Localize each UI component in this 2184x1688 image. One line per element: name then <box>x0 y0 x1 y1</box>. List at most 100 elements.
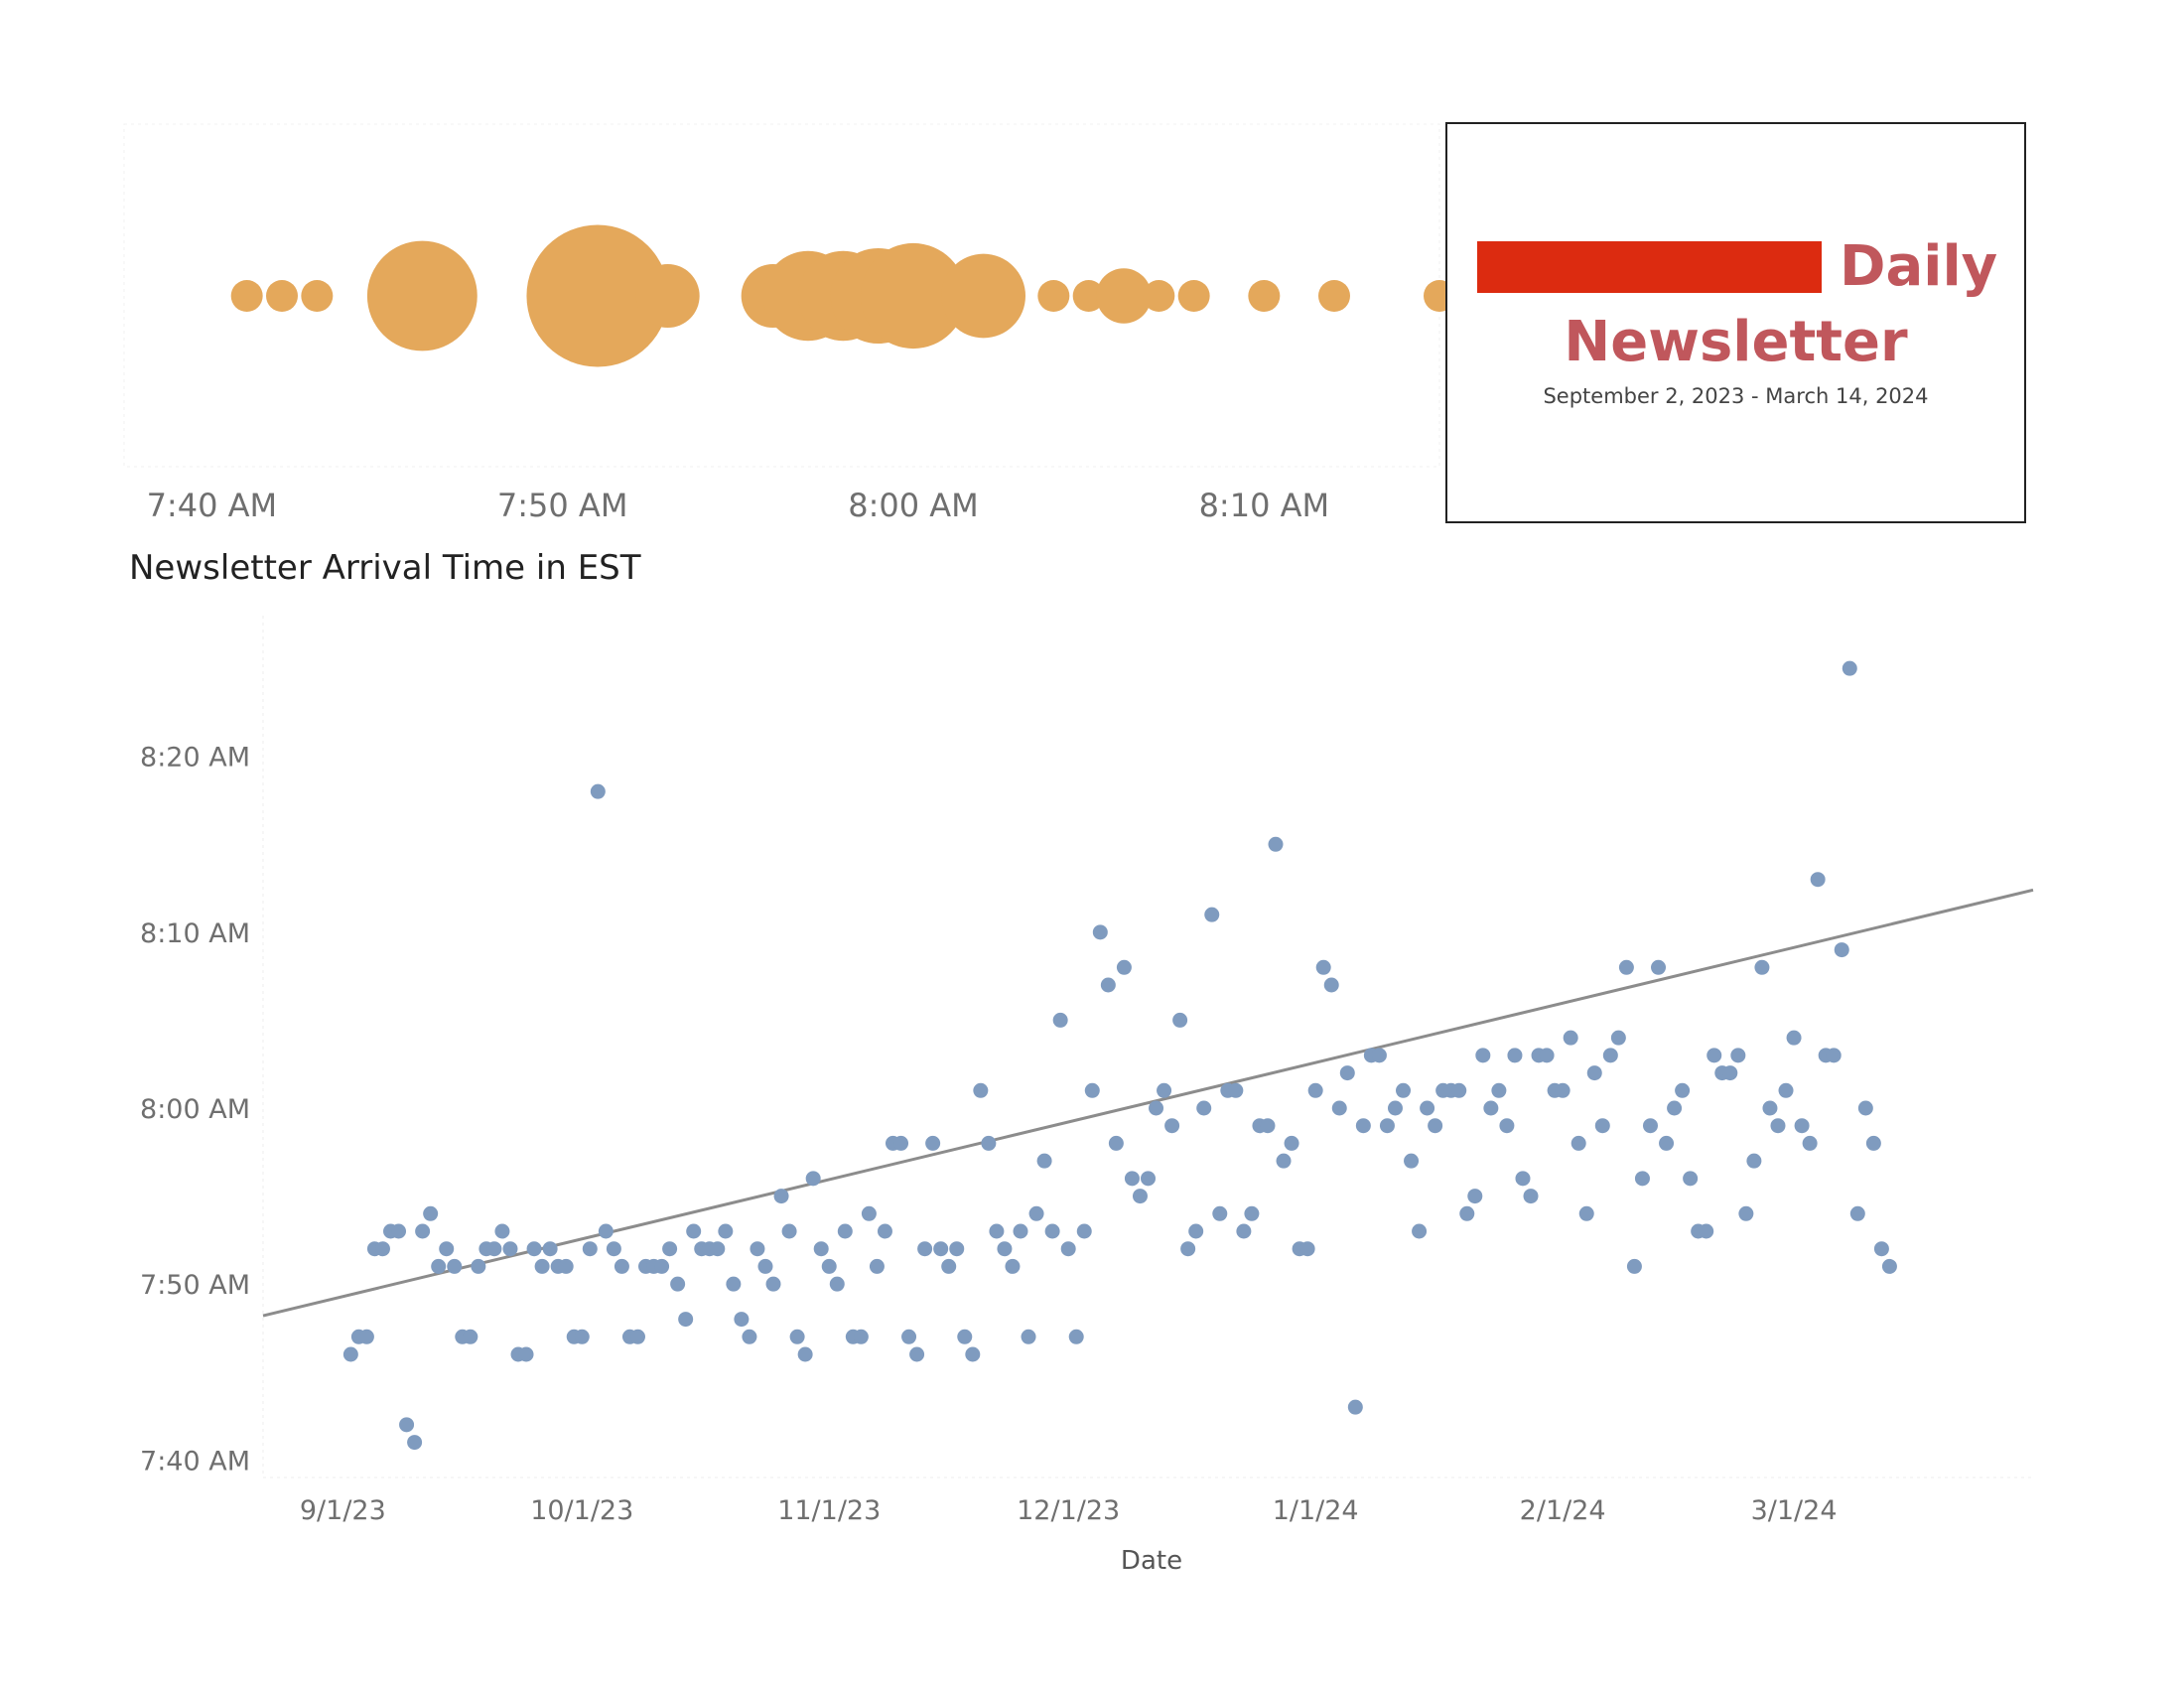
data-point-169 <box>1691 1223 1706 1239</box>
data-point-193 <box>1881 1258 1897 1274</box>
data-point-85 <box>1021 1329 1036 1344</box>
data-point-65 <box>861 1205 877 1221</box>
data-point-51 <box>750 1241 765 1257</box>
data-point-33 <box>606 1241 621 1257</box>
title-word-newsletter: Newsletter <box>1564 310 1908 374</box>
data-point-155 <box>1578 1205 1594 1221</box>
x-tick-label: 9/1/23 <box>300 1495 386 1526</box>
data-point-129 <box>1371 1048 1387 1063</box>
data-point-143 <box>1483 1100 1499 1116</box>
y-tick-label: 8:00 AM <box>140 1094 250 1125</box>
y-tick-label: 8:20 AM <box>140 743 250 774</box>
bubble-16 <box>1177 280 1210 312</box>
data-point-72 <box>917 1241 933 1257</box>
bubble-5 <box>635 264 700 328</box>
data-point-82 <box>997 1241 1013 1257</box>
data-point-190 <box>1857 1100 1873 1116</box>
data-point-18 <box>486 1241 502 1257</box>
data-point-44 <box>694 1241 710 1257</box>
data-point-172 <box>1714 1065 1730 1081</box>
bubble-0 <box>230 280 263 312</box>
data-point-119 <box>1292 1241 1307 1257</box>
data-point-40 <box>662 1241 678 1257</box>
data-point-92 <box>1076 1223 1092 1239</box>
data-point-109 <box>1212 1205 1228 1221</box>
data-point-69 <box>893 1135 909 1151</box>
data-point-12 <box>439 1241 455 1257</box>
data-point-63 <box>845 1329 861 1344</box>
data-point-179 <box>1770 1118 1786 1134</box>
data-point-5 <box>383 1223 399 1239</box>
title-word-daily: Daily <box>1840 234 1998 299</box>
bubble-15 <box>1143 280 1175 312</box>
data-point-98 <box>1124 1171 1140 1187</box>
data-point-36 <box>629 1329 645 1344</box>
bubble-x-tick-label: 8:00 AM <box>848 487 979 524</box>
data-point-112 <box>1236 1223 1252 1239</box>
bubble-13 <box>1072 280 1105 312</box>
scatter-y-axis: 8:20 AM 8:10 AM 8:00 AM 7:50 AM 7:40 AM <box>140 743 250 1477</box>
bubble-plot-frame <box>123 123 1440 468</box>
data-point-105 <box>1180 1241 1196 1257</box>
chart-title: Newsletter Arrival Time in EST <box>129 548 641 588</box>
arrival-time-bubble-chart: 7:40 AM7:50 AM8:00 AM8:10 AM8:20 AM <box>123 123 1702 524</box>
x-tick-label: 3/1/24 <box>1751 1495 1838 1526</box>
x-tick-label: 11/1/23 <box>777 1495 881 1526</box>
data-point-47 <box>718 1223 734 1239</box>
data-point-56 <box>789 1329 805 1344</box>
data-point-107 <box>1196 1100 1212 1116</box>
data-point-154 <box>1570 1135 1586 1151</box>
data-point-27 <box>558 1258 574 1274</box>
data-point-46 <box>710 1241 726 1257</box>
data-point-142 <box>1475 1048 1491 1063</box>
data-point-177 <box>1754 959 1770 975</box>
data-point-11 <box>431 1258 447 1274</box>
data-point-165 <box>1659 1135 1675 1151</box>
y-tick-label: 7:40 AM <box>140 1446 250 1477</box>
data-point-93 <box>1084 1082 1100 1098</box>
data-point-64 <box>853 1329 869 1344</box>
data-point-124 <box>1331 1100 1347 1116</box>
data-point-61 <box>829 1276 845 1292</box>
bubble-3 <box>366 240 478 352</box>
data-point-178 <box>1762 1100 1778 1116</box>
data-point-95 <box>1100 977 1116 993</box>
data-point-103 <box>1164 1118 1180 1134</box>
data-point-67 <box>877 1223 892 1239</box>
data-point-68 <box>885 1135 900 1151</box>
data-point-127 <box>1355 1118 1371 1134</box>
data-point-77 <box>957 1329 973 1344</box>
bubble-4 <box>526 224 669 367</box>
data-point-62 <box>837 1223 853 1239</box>
data-point-166 <box>1667 1100 1683 1116</box>
date-range-subtitle: September 2, 2023 - March 14, 2024 <box>1543 384 1929 408</box>
data-point-4 <box>374 1241 390 1257</box>
data-point-28 <box>566 1329 582 1344</box>
data-point-75 <box>941 1258 957 1274</box>
data-point-186 <box>1826 1048 1842 1063</box>
data-point-41 <box>670 1276 686 1292</box>
scatter-x-axis: 9/1/23 10/1/23 11/1/23 12/1/23 1/1/24 2/1/24 3… <box>300 1495 1838 1526</box>
data-point-38 <box>646 1258 662 1274</box>
data-point-188 <box>1842 660 1857 676</box>
data-point-80 <box>981 1135 997 1151</box>
data-point-170 <box>1699 1223 1714 1239</box>
data-point-55 <box>781 1223 797 1239</box>
data-point-125 <box>1339 1065 1355 1081</box>
data-point-78 <box>965 1346 981 1362</box>
data-point-70 <box>901 1329 917 1344</box>
bubble-1 <box>266 280 298 312</box>
data-point-151 <box>1547 1082 1563 1098</box>
newsletter-title-card: Daily Newsletter September 2, 2023 - Mar… <box>1445 122 2026 523</box>
data-point-21 <box>510 1346 526 1362</box>
data-point-22 <box>518 1346 534 1362</box>
data-point-0 <box>342 1346 358 1362</box>
scatter-points <box>342 660 1897 1451</box>
trendline-group <box>262 888 2034 1318</box>
data-point-8 <box>407 1435 423 1451</box>
data-point-138 <box>1443 1082 1459 1098</box>
bubble-chart-gridlines <box>123 123 1440 468</box>
bubble-2 <box>301 280 334 312</box>
data-point-48 <box>726 1276 742 1292</box>
x-tick-label: 12/1/23 <box>1017 1495 1120 1526</box>
